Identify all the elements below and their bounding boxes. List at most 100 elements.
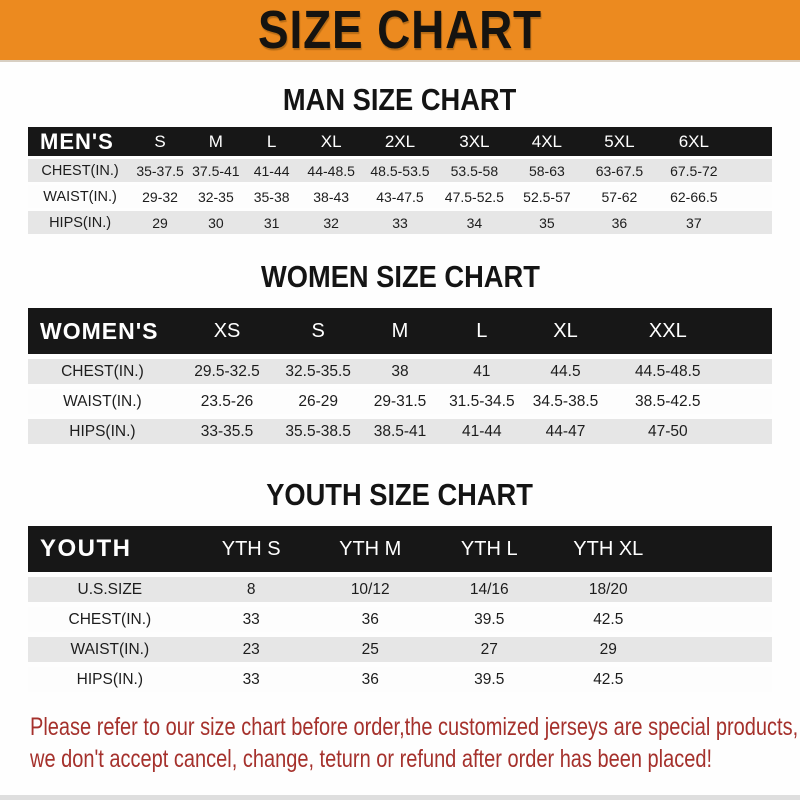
section-heading-women-text: WOMEN SIZE CHART — [260, 259, 540, 294]
size-cell: 39.5 — [429, 667, 549, 692]
table-row: U.S.SIZE 8 10/12 14/16 18/20 — [28, 577, 772, 602]
row-label: CHEST(IN.) — [28, 607, 192, 632]
section-heading-man: MAN SIZE CHART — [0, 82, 800, 118]
column-header: 3XL — [437, 127, 512, 156]
column-header: L — [440, 308, 523, 354]
size-cell: 35-38 — [243, 185, 300, 208]
size-cell: 18/20 — [548, 577, 668, 602]
size-cell: 62-66.5 — [656, 185, 732, 208]
size-cell: 38.5-42.5 — [608, 389, 728, 414]
size-cell: 57-62 — [582, 185, 657, 208]
size-cell: 47-50 — [608, 419, 728, 444]
size-cell: 42.5 — [548, 667, 668, 692]
size-cell: 63-67.5 — [582, 159, 657, 182]
table-row: CHEST(IN.) 35-37.5 37.5-41 41-44 44-48.5… — [28, 159, 772, 182]
size-cell: 29.5-32.5 — [176, 359, 278, 384]
column-header: XL — [522, 308, 609, 354]
spacer-cell — [667, 637, 772, 662]
footer-note-line2: we don't accept cancel, change, teturn o… — [30, 745, 713, 773]
column-header: 5XL — [582, 127, 657, 156]
size-cell: 32 — [299, 211, 363, 234]
size-cell: 34.5-38.5 — [522, 389, 609, 414]
womens-size-table: WOMEN'S XS S M L XL XXL CHEST(IN.) 29.5-… — [28, 303, 772, 449]
size-cell: 47.5-52.5 — [437, 185, 512, 208]
size-cell: 41-44 — [243, 159, 300, 182]
row-label: HIPS(IN.) — [28, 667, 192, 692]
size-cell: 38 — [359, 359, 441, 384]
size-cell: 37 — [656, 211, 732, 234]
column-header: XS — [176, 308, 278, 354]
size-cell: 31.5-34.5 — [440, 389, 523, 414]
youth-header-row: YOUTH YTH S YTH M YTH L YTH XL — [28, 526, 772, 572]
column-header: L — [243, 127, 300, 156]
table-row: WAIST(IN.) 23 25 27 29 — [28, 637, 772, 662]
size-cell: 32-35 — [187, 185, 244, 208]
womens-table-label: WOMEN'S — [28, 308, 177, 354]
mens-table-label: MEN'S — [28, 127, 133, 156]
row-label: U.S.SIZE — [28, 577, 192, 602]
size-cell: 32.5-35.5 — [277, 359, 360, 384]
column-header: S — [277, 308, 360, 354]
womens-header-row: WOMEN'S XS S M L XL XXL — [28, 308, 772, 354]
spacer-cell — [667, 667, 772, 692]
column-header: S — [132, 127, 188, 156]
section-heading-youth: YOUTH SIZE CHART — [0, 477, 800, 513]
spacer-cell — [727, 419, 772, 444]
size-cell: 27 — [429, 637, 549, 662]
column-header: 6XL — [656, 127, 732, 156]
column-header: XL — [299, 127, 363, 156]
table-row: WAIST(IN.) 23.5-26 26-29 29-31.5 31.5-34… — [28, 389, 772, 414]
size-cell: 36 — [582, 211, 657, 234]
row-label: WAIST(IN.) — [28, 389, 177, 414]
table-row: CHEST(IN.) 29.5-32.5 32.5-35.5 38 41 44.… — [28, 359, 772, 384]
size-cell: 33 — [362, 211, 438, 234]
column-header: M — [359, 308, 441, 354]
size-cell: 33 — [191, 667, 311, 692]
size-cell: 10/12 — [310, 577, 430, 602]
column-header: 4XL — [511, 127, 583, 156]
footer-note: Please refer to our size chart before or… — [0, 711, 800, 775]
size-cell: 23 — [191, 637, 311, 662]
size-cell: 33 — [191, 607, 311, 632]
size-cell: 67.5-72 — [656, 159, 732, 182]
spacer-cell — [727, 389, 772, 414]
section-heading-man-text: MAN SIZE CHART — [283, 82, 517, 117]
size-cell: 52.5-57 — [511, 185, 583, 208]
size-cell: 35.5-38.5 — [277, 419, 360, 444]
spacer-cell — [731, 211, 772, 234]
column-header: 2XL — [362, 127, 438, 156]
row-label: HIPS(IN.) — [28, 211, 133, 234]
spacer-cell — [731, 185, 772, 208]
size-cell: 29 — [132, 211, 188, 234]
size-cell: 42.5 — [548, 607, 668, 632]
column-header: YTH S — [191, 526, 311, 572]
row-label: WAIST(IN.) — [28, 185, 133, 208]
size-cell: 35-37.5 — [132, 159, 188, 182]
size-cell: 48.5-53.5 — [362, 159, 438, 182]
column-header: YTH XL — [548, 526, 668, 572]
size-cell: 43-47.5 — [362, 185, 438, 208]
spacer-cell — [667, 577, 772, 602]
size-cell: 58-63 — [511, 159, 583, 182]
spacer-cell — [667, 607, 772, 632]
size-cell: 44-48.5 — [299, 159, 363, 182]
spacer-cell — [727, 359, 772, 384]
column-header: YTH L — [429, 526, 549, 572]
size-cell: 38.5-41 — [359, 419, 441, 444]
size-cell: 29-32 — [132, 185, 188, 208]
section-heading-youth-text: YOUTH SIZE CHART — [266, 477, 534, 512]
row-label: CHEST(IN.) — [28, 359, 177, 384]
row-label: CHEST(IN.) — [28, 159, 133, 182]
mens-header-row: MEN'S S M L XL 2XL 3XL 4XL 5XL 6XL — [28, 127, 772, 156]
youth-table-label: YOUTH — [28, 526, 192, 572]
size-cell: 53.5-58 — [437, 159, 512, 182]
size-cell: 31 — [243, 211, 300, 234]
size-cell: 41-44 — [440, 419, 523, 444]
size-cell: 14/16 — [429, 577, 549, 602]
section-heading-women: WOMEN SIZE CHART — [0, 259, 800, 295]
size-cell: 41 — [440, 359, 523, 384]
size-cell: 8 — [191, 577, 311, 602]
size-cell: 36 — [310, 667, 430, 692]
size-cell: 30 — [187, 211, 244, 234]
